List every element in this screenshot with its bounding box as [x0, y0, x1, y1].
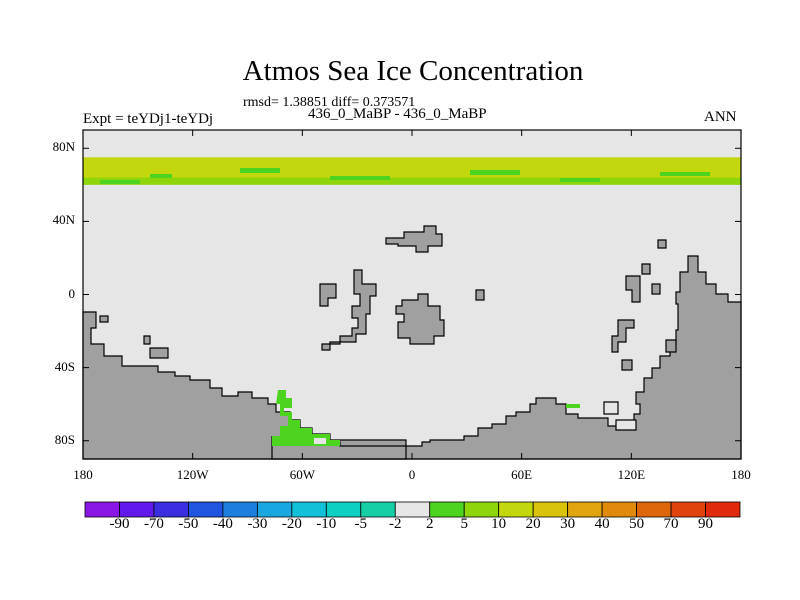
sea-ice-streak: [560, 178, 600, 182]
weddell-patch-main: [272, 390, 340, 446]
colorbar-swatch: [188, 501, 224, 518]
stats-line: rmsd= 1.38851 diff= 0.373571: [243, 95, 416, 110]
y-tick-label: 0: [68, 285, 76, 301]
colorbar-label: -40: [212, 516, 233, 532]
y-tick-label: 40N: [52, 212, 75, 228]
colorbar-label: -70: [143, 516, 164, 532]
ocean-inlet-2: [615, 419, 637, 431]
y-axis-ticks: [83, 147, 741, 442]
season-label: ANN: [704, 109, 737, 125]
colorbar-swatch: [291, 501, 327, 518]
colorbar-label: 30: [560, 516, 576, 532]
land-africa-center: [321, 269, 377, 351]
colorbar-label: -50: [178, 516, 199, 532]
land-asia-islands: [611, 239, 677, 371]
colorbar-label: 40: [594, 516, 610, 532]
colorbar-label: -5: [354, 516, 368, 532]
sea-ice-streak: [660, 172, 710, 176]
y-tick-label: 80N: [52, 139, 75, 155]
y-tick-label: 80S: [54, 431, 75, 447]
colorbar-swatch: [498, 501, 534, 518]
land-south-america: [82, 255, 742, 460]
sea-ice-streak: [100, 180, 140, 184]
colorbar-label: -2: [389, 516, 402, 532]
ocean-inlet-1: [603, 401, 619, 415]
colorbar-swatch: [119, 501, 155, 518]
colorbar-swatch: [670, 501, 706, 518]
period-label: 436_0_MaBP - 436_0_MaBP: [308, 106, 487, 122]
x-tick-label: 120E: [617, 467, 646, 482]
x-axis-ticks: [82, 130, 742, 459]
east-antarctic-patch: [566, 404, 580, 408]
sea-ice-streak: [150, 174, 172, 178]
colorbar: [84, 501, 741, 518]
colorbar-swatch: [567, 501, 603, 518]
sea-ice-streak: [470, 170, 520, 175]
colorbar-swatch: [601, 501, 637, 518]
weddell-patch-hole: [314, 438, 326, 444]
colorbar-label: 5: [460, 516, 468, 532]
chart-title: Atmos Sea Ice Concentration: [242, 55, 584, 87]
colorbar-swatch: [256, 501, 293, 518]
sea-ice-streak: [240, 168, 280, 173]
colorbar-swatch: [636, 501, 672, 518]
colorbar-swatch: [429, 501, 465, 518]
land-india: [475, 289, 485, 301]
x-tick-label: 60W: [289, 467, 315, 482]
colorbar-swatch: [84, 501, 120, 518]
sea-ice-arctic-band-upper: [83, 157, 741, 178]
x-tick-label: 0: [408, 467, 416, 482]
colorbar-label: -20: [281, 516, 302, 532]
colorbar-label: -10: [316, 516, 337, 532]
land-pacific-island-3: [99, 315, 109, 323]
colorbar-swatch: [222, 501, 258, 518]
colorbar-label: 2: [425, 516, 434, 532]
land-pacific-island-1: [143, 335, 151, 345]
x-tick-label: 180: [73, 467, 93, 482]
x-tick-label: 60E: [511, 467, 533, 482]
colorbar-label: -90: [109, 516, 130, 532]
colorbar-label: 50: [629, 516, 645, 532]
colorbar-label: 70: [663, 516, 679, 532]
colorbar-label: -30: [247, 516, 268, 532]
colorbar-swatch: [463, 501, 500, 518]
sea-ice-streak: [330, 176, 390, 180]
colorbar-swatch: [325, 501, 362, 518]
land-layer: [82, 225, 742, 460]
colorbar-label: 90: [698, 516, 714, 532]
x-tick-label: 180: [731, 467, 751, 482]
y-tick-label: 40S: [54, 358, 75, 374]
land-arabia: [385, 225, 443, 253]
land-africa-west: [319, 283, 337, 307]
colorbar-label: 10: [491, 516, 507, 532]
colorbar-label: 20: [525, 516, 541, 532]
experiment-label: Expt = teYDj1-teYDj: [83, 111, 214, 127]
sea-ice-layer: [83, 157, 741, 185]
colorbar-swatch: [705, 501, 741, 518]
colorbar-swatch: [532, 501, 569, 518]
colorbar-swatch: [153, 501, 189, 518]
weddell-sea-ice: [272, 390, 580, 446]
x-tick-label: 120W: [176, 467, 209, 482]
colorbar-swatch: [360, 501, 396, 518]
colorbar-swatch: [394, 501, 431, 518]
land-pacific-island-2: [149, 347, 169, 359]
land-africa-east: [395, 293, 445, 345]
